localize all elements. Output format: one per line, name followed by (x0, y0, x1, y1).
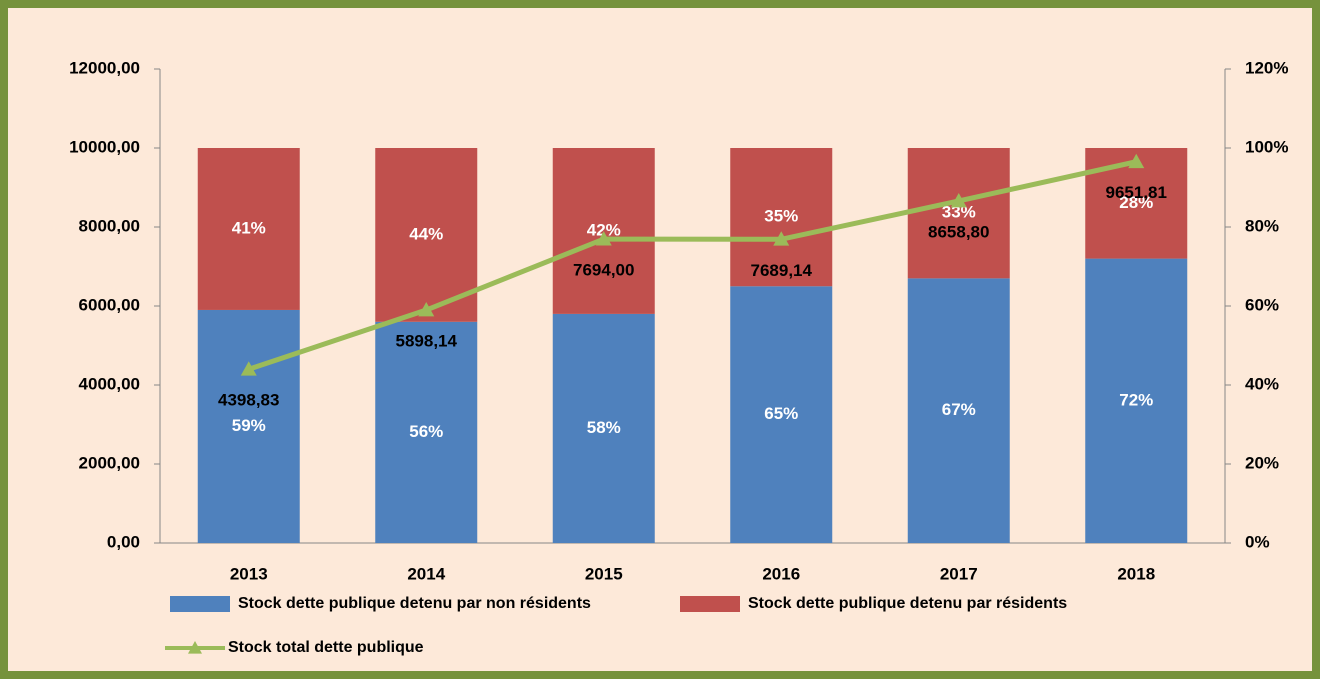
y-tick-label: 2000,00 (79, 453, 140, 472)
x-tick-label: 2018 (1117, 564, 1155, 583)
legend-label: Stock dette publique detenu par non rési… (238, 595, 591, 612)
y-tick-label: 0,00 (107, 532, 140, 551)
y2-tick-label: 60% (1245, 295, 1279, 314)
line (247, 159, 1137, 372)
y2-tick-label: 120% (1245, 58, 1288, 77)
legend-swatch (170, 596, 230, 612)
bar-value-label: 72% (1119, 390, 1153, 409)
x-tick-label: 2013 (230, 564, 268, 583)
legend-swatch (680, 596, 740, 612)
y2-tick-label: 40% (1245, 374, 1279, 393)
line-value-label: 7694,00 (573, 261, 634, 280)
y-tick-label: 6000,00 (79, 295, 140, 314)
bar (375, 321, 478, 543)
line-value-label: 4398,83 (218, 391, 279, 410)
bar (375, 148, 478, 322)
y-tick-label: 8000,00 (79, 216, 140, 235)
legend-marker (188, 641, 202, 654)
line-marker (950, 192, 967, 208)
bar-value-label: 35% (764, 207, 798, 226)
bar-value-label: 67% (942, 400, 976, 419)
bar-value-label: 33% (942, 203, 976, 222)
y2-tick-label: 20% (1245, 453, 1279, 472)
line-marker (418, 302, 435, 317)
bar-value-label: 56% (409, 422, 443, 441)
bar-value-label: 28% (1119, 193, 1153, 212)
bar-value-label: 41% (232, 218, 266, 237)
bar (197, 309, 300, 543)
line-value-label: 7689,14 (751, 261, 813, 280)
bar (907, 278, 1010, 543)
line-marker (1128, 153, 1145, 169)
line-marker (240, 361, 257, 376)
x-tick-label: 2017 (940, 564, 978, 583)
bar-value-label: 42% (587, 220, 621, 239)
bar (552, 313, 655, 543)
y2-tick-label: 80% (1245, 216, 1279, 235)
line-value-label: 9651,81 (1106, 183, 1167, 202)
bar (197, 148, 300, 310)
bar (730, 148, 833, 287)
line-marker (773, 231, 790, 246)
line-marker (595, 231, 612, 246)
y2-tick-label: 100% (1245, 137, 1288, 156)
x-tick-label: 2014 (407, 564, 445, 583)
line-value-label: 8658,80 (928, 222, 989, 241)
legend-label: Stock dette publique detenu par résident… (748, 595, 1067, 612)
x-tick-label: 2016 (762, 564, 800, 583)
line-value-label: 5898,14 (396, 332, 458, 351)
bar-value-label: 65% (764, 404, 798, 423)
x-tick-label: 2015 (585, 564, 623, 583)
y-tick-label: 12000,00 (69, 58, 140, 77)
bar-value-label: 58% (587, 418, 621, 437)
bar (730, 286, 833, 543)
bar (907, 148, 1010, 279)
bar-value-label: 44% (409, 224, 443, 243)
bar (1085, 258, 1188, 543)
y2-tick-label: 0% (1245, 532, 1270, 551)
legend-label: Stock total dette publique (228, 639, 424, 656)
bar-value-label: 59% (232, 416, 266, 435)
y-tick-label: 4000,00 (79, 374, 140, 393)
bar (552, 148, 655, 314)
y-tick-label: 10000,00 (69, 137, 140, 156)
